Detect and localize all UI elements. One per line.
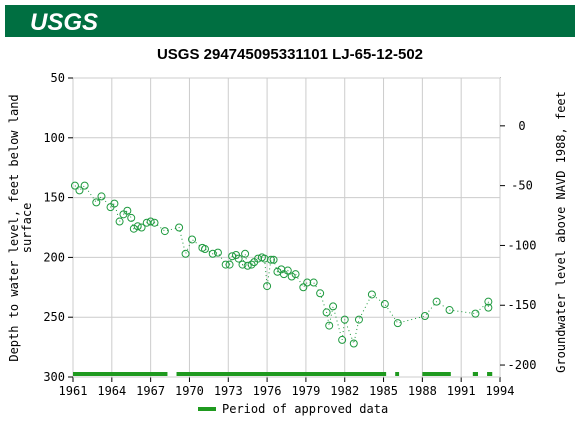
y-tick-label: 250 — [43, 310, 65, 324]
approved-period — [395, 372, 400, 376]
data-point — [269, 255, 278, 264]
data-point — [316, 289, 325, 298]
x-tick-label: 1970 — [175, 384, 204, 398]
data-point — [432, 297, 441, 306]
y-tick-label: 300 — [43, 370, 65, 384]
approved-period — [422, 372, 451, 376]
data-point — [234, 254, 243, 263]
y-tick-label: 50 — [51, 71, 65, 85]
x-tick-label: 1967 — [136, 384, 165, 398]
data-point — [263, 282, 272, 291]
x-tick-label: 1982 — [330, 384, 359, 398]
y2-tick-label: -100 — [508, 238, 537, 252]
data-point — [160, 227, 169, 236]
data-point — [181, 249, 190, 258]
data-point — [92, 198, 101, 207]
header-bar — [5, 5, 575, 37]
y2-axis-label: Groundwater level above NAVD 1988, feet — [554, 91, 568, 373]
y2-tick-label: -50 — [511, 179, 533, 193]
approved-period — [487, 372, 493, 376]
chart-title: USGS 294745095331101 LJ-65-12-502 — [157, 46, 423, 63]
data-point — [283, 266, 292, 275]
data-point — [445, 306, 454, 315]
data-point — [484, 297, 493, 306]
data-point — [225, 260, 234, 269]
data-point — [133, 222, 142, 231]
data-point — [287, 272, 296, 281]
x-tick-label: 1976 — [253, 384, 282, 398]
x-tick-label: 1985 — [369, 384, 398, 398]
x-tick-label: 1973 — [214, 384, 243, 398]
data-point — [484, 303, 493, 312]
data-point — [266, 255, 275, 264]
y-tick-label: 150 — [43, 191, 65, 205]
data-point — [393, 319, 402, 328]
data-point — [188, 235, 197, 244]
data-point — [115, 217, 124, 226]
y-tick-label: 100 — [43, 131, 65, 145]
data-point — [175, 223, 184, 232]
data-point — [97, 192, 106, 201]
data-point — [146, 217, 155, 226]
approved-period — [472, 372, 479, 376]
data-point — [349, 339, 358, 348]
data-point — [309, 278, 318, 287]
legend-label: Period of approved data — [222, 402, 388, 416]
data-point — [471, 309, 480, 318]
x-tick-label: 1988 — [408, 384, 437, 398]
data-point — [299, 283, 308, 292]
data-point — [80, 181, 89, 190]
data-point — [247, 260, 256, 269]
data-point — [110, 199, 119, 208]
data-point — [420, 312, 429, 321]
x-tick-label: 1979 — [291, 384, 320, 398]
data-point — [208, 249, 217, 258]
data-point — [123, 206, 132, 215]
logo: USGS — [30, 9, 98, 36]
data-point — [338, 335, 347, 344]
data-point — [243, 261, 252, 270]
y2-tick-label: 0 — [518, 119, 525, 133]
data-point — [303, 278, 312, 287]
data-point — [254, 254, 263, 263]
approved-period — [73, 372, 168, 376]
data-point — [241, 249, 250, 258]
x-tick-label: 1964 — [97, 384, 126, 398]
y2-tick-label: -200 — [508, 358, 537, 372]
x-tick-label: 1961 — [59, 384, 88, 398]
x-tick-label: 1991 — [447, 384, 476, 398]
y-axis-label: Depth to water level, feet below landsur… — [7, 94, 34, 361]
data-point — [322, 308, 331, 317]
data-point — [354, 315, 363, 324]
data-point — [221, 260, 230, 269]
data-point — [200, 245, 209, 254]
data-point — [70, 181, 79, 190]
data-point — [127, 213, 136, 222]
data-point — [340, 315, 349, 324]
data-point — [367, 290, 376, 299]
x-tick-label: 1994 — [486, 384, 515, 398]
y-tick-label: 200 — [43, 250, 65, 264]
data-point — [142, 218, 151, 227]
data-line — [74, 184, 489, 346]
data-point — [380, 300, 389, 309]
data-point — [238, 260, 247, 269]
data-point — [137, 223, 146, 232]
data-point — [150, 218, 159, 227]
data-point — [325, 321, 334, 330]
data-point — [129, 224, 138, 233]
y2-tick-label: -150 — [508, 298, 537, 312]
approved-period — [176, 372, 387, 376]
data-point — [213, 248, 222, 257]
data-point — [291, 270, 300, 279]
data-point — [75, 186, 84, 195]
data-point — [329, 302, 338, 311]
